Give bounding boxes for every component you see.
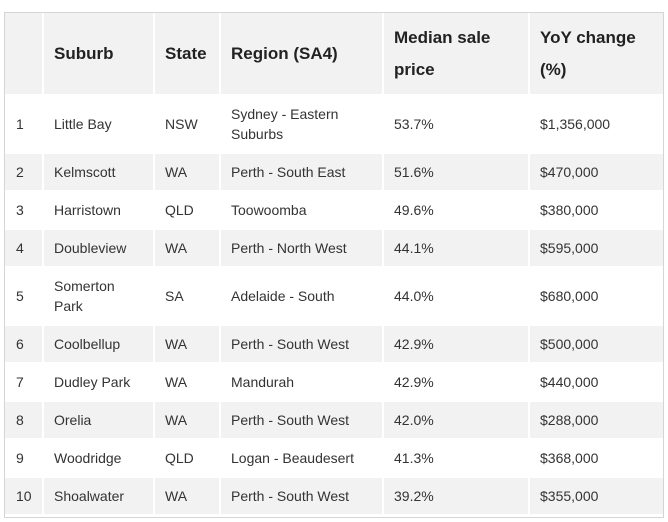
table-row: 4 Doubleview WA Perth - North West 44.1%… bbox=[5, 229, 663, 268]
cell-median-sale-price: 39.2% bbox=[383, 477, 530, 516]
cell-median-sale-price: 41.3% bbox=[383, 439, 530, 478]
table-row: 3 Harristown QLD Toowoomba 49.6% $380,00… bbox=[5, 191, 663, 230]
table-row: 1 Little Bay NSW Sydney - Eastern Suburb… bbox=[5, 95, 663, 154]
cell-state: WA bbox=[154, 401, 221, 440]
cell-yoy-change: $680,000 bbox=[529, 267, 663, 326]
cell-rank: 4 bbox=[5, 229, 44, 268]
table-header-row: Suburb State Region (SA4) Median sale pr… bbox=[5, 13, 663, 96]
cell-region: Logan - Beaudesert bbox=[220, 439, 384, 478]
cell-state: QLD bbox=[154, 191, 221, 230]
cell-region: Adelaide - South bbox=[220, 267, 384, 326]
cell-region: Sydney - Eastern Suburbs bbox=[220, 95, 384, 154]
header-suburb: Suburb bbox=[43, 13, 155, 96]
header-median-sale-price: Median sale price bbox=[383, 13, 530, 96]
cell-state: WA bbox=[154, 477, 221, 516]
cell-suburb: Coolbellup bbox=[43, 325, 155, 364]
cell-yoy-change: $355,000 bbox=[529, 477, 663, 516]
cell-region: Perth - South West bbox=[220, 401, 384, 440]
header-state: State bbox=[154, 13, 221, 96]
cell-yoy-change: $1,356,000 bbox=[529, 95, 663, 154]
cell-region: Toowoomba bbox=[220, 191, 384, 230]
cell-rank: 6 bbox=[5, 325, 44, 364]
cell-median-sale-price: 44.0% bbox=[383, 267, 530, 326]
cell-region: Perth - North West bbox=[220, 229, 384, 268]
cell-yoy-change: $288,000 bbox=[529, 401, 663, 440]
cell-state: SA bbox=[154, 267, 221, 326]
cell-rank: 5 bbox=[5, 267, 44, 326]
cell-state: WA bbox=[154, 325, 221, 364]
cell-suburb: Somerton Park bbox=[43, 267, 155, 326]
cell-median-sale-price: 51.6% bbox=[383, 153, 530, 192]
cell-rank: 9 bbox=[5, 439, 44, 478]
header-rank bbox=[5, 13, 44, 96]
cell-rank: 8 bbox=[5, 401, 44, 440]
table-row: 9 Woodridge QLD Logan - Beaudesert 41.3%… bbox=[5, 439, 663, 478]
table-row: 8 Orelia WA Perth - South West 42.0% $28… bbox=[5, 401, 663, 440]
header-yoy-change: YoY change (%) bbox=[529, 13, 663, 96]
cell-suburb: Woodridge bbox=[43, 439, 155, 478]
cell-rank: 10 bbox=[5, 477, 44, 516]
cell-state: QLD bbox=[154, 439, 221, 478]
cell-median-sale-price: 42.9% bbox=[383, 325, 530, 364]
table-row: 7 Dudley Park WA Mandurah 42.9% $440,000 bbox=[5, 363, 663, 402]
cell-region: Mandurah bbox=[220, 363, 384, 402]
cell-median-sale-price: 49.6% bbox=[383, 191, 530, 230]
cell-yoy-change: $470,000 bbox=[529, 153, 663, 192]
cell-suburb: Little Bay bbox=[43, 95, 155, 154]
cell-rank: 2 bbox=[5, 153, 44, 192]
cell-suburb: Shoalwater bbox=[43, 477, 155, 516]
cell-region: Perth - South East bbox=[220, 153, 384, 192]
cell-state: WA bbox=[154, 153, 221, 192]
suburbs-table-container: Suburb State Region (SA4) Median sale pr… bbox=[4, 12, 664, 518]
cell-median-sale-price: 44.1% bbox=[383, 229, 530, 268]
cell-suburb: Doubleview bbox=[43, 229, 155, 268]
cell-median-sale-price: 53.7% bbox=[383, 95, 530, 154]
table-row: 10 Shoalwater WA Perth - South West 39.2… bbox=[5, 477, 663, 516]
table-row: 6 Coolbellup WA Perth - South West 42.9%… bbox=[5, 325, 663, 364]
cell-rank: 1 bbox=[5, 95, 44, 154]
table-row: 2 Kelmscott WA Perth - South East 51.6% … bbox=[5, 153, 663, 192]
cell-suburb: Harristown bbox=[43, 191, 155, 230]
cell-yoy-change: $595,000 bbox=[529, 229, 663, 268]
cell-state: WA bbox=[154, 363, 221, 402]
cell-yoy-change: $368,000 bbox=[529, 439, 663, 478]
cell-state: WA bbox=[154, 229, 221, 268]
table-row: 5 Somerton Park SA Adelaide - South 44.0… bbox=[5, 267, 663, 326]
cell-yoy-change: $500,000 bbox=[529, 325, 663, 364]
cell-rank: 3 bbox=[5, 191, 44, 230]
cell-yoy-change: $440,000 bbox=[529, 363, 663, 402]
suburbs-table: Suburb State Region (SA4) Median sale pr… bbox=[5, 13, 663, 516]
cell-suburb: Orelia bbox=[43, 401, 155, 440]
cell-yoy-change: $380,000 bbox=[529, 191, 663, 230]
cell-rank: 7 bbox=[5, 363, 44, 402]
cell-region: Perth - South West bbox=[220, 477, 384, 516]
cell-median-sale-price: 42.0% bbox=[383, 401, 530, 440]
cell-suburb: Dudley Park bbox=[43, 363, 155, 402]
cell-suburb: Kelmscott bbox=[43, 153, 155, 192]
cell-median-sale-price: 42.9% bbox=[383, 363, 530, 402]
header-region: Region (SA4) bbox=[220, 13, 384, 96]
cell-state: NSW bbox=[154, 95, 221, 154]
cell-region: Perth - South West bbox=[220, 325, 384, 364]
